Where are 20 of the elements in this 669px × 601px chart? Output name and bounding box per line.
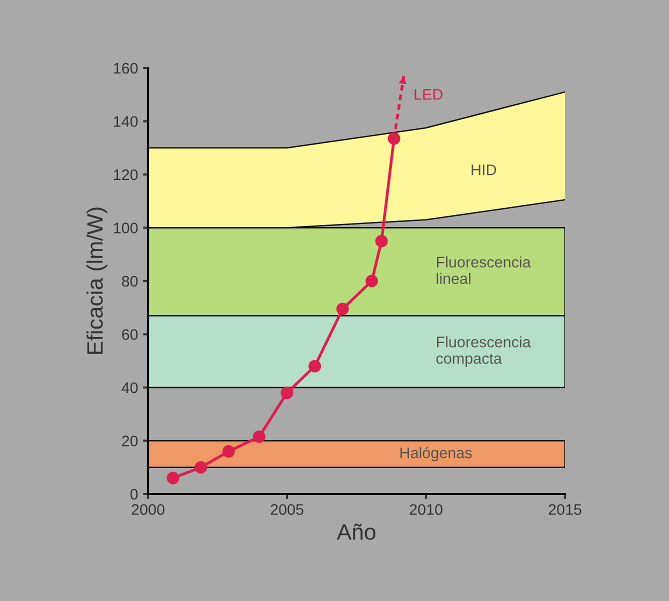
y-tick-label: 100 — [114, 222, 138, 234]
y-tick-label: 160 — [114, 62, 138, 74]
y-tick-label: 80 — [122, 276, 138, 287]
band-label: Fluorescencia compacta — [436, 336, 531, 367]
band-label: Fluorescencia lineal — [436, 256, 531, 284]
x-axis-title: Año — [336, 524, 376, 540]
x-tick-label: 2000 — [132, 504, 164, 515]
y-tick-label: 140 — [114, 116, 138, 127]
band-label: Halógenas — [400, 446, 472, 462]
y-tick-label: 40 — [122, 382, 138, 394]
y-tick-label: 0 — [130, 488, 138, 500]
x-tick-label: 2010 — [410, 504, 442, 515]
y-tick-label: 120 — [114, 169, 138, 180]
x-tick-label: 2015 — [548, 504, 582, 515]
y-axis-title: Eficacia (lm/W) — [86, 208, 108, 354]
series-label: HID — [472, 164, 496, 176]
legend-label: LED — [414, 89, 442, 100]
y-tick-label: 60 — [122, 329, 138, 340]
y-tick-label: 20 — [122, 436, 138, 446]
x-tick-label: 2005 — [270, 504, 304, 515]
